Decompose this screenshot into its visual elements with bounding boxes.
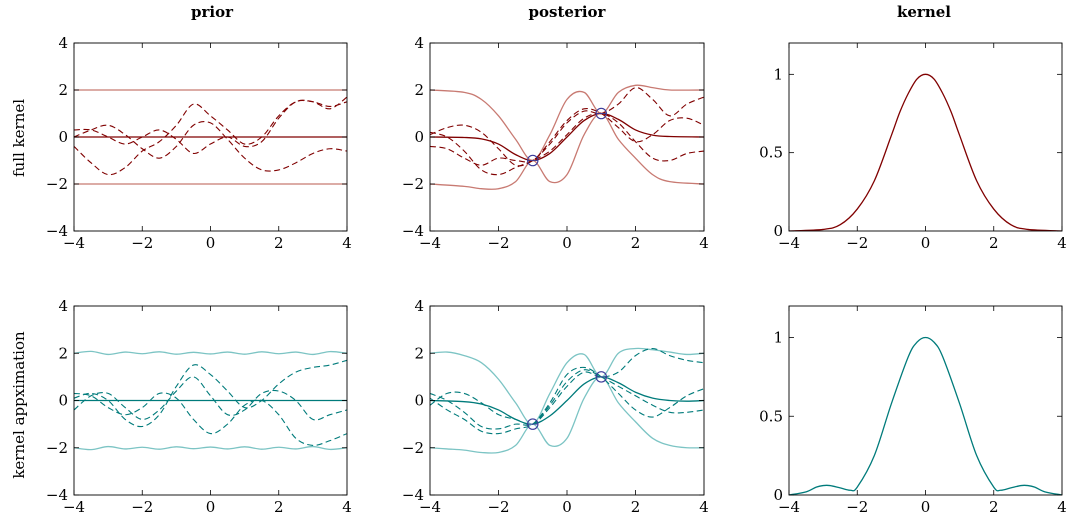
y-tick-label: −2	[46, 439, 68, 457]
axes-frame	[788, 42, 1063, 232]
x-tick-label: 0	[206, 234, 216, 252]
plot-area	[430, 84, 704, 190]
sample-line	[430, 107, 704, 166]
y-tick-label: −4	[46, 222, 68, 240]
panel-approx-prior: −4 −2 0 2 4 −4 −2 0 2 4	[46, 297, 352, 516]
y-tick-label: 1	[773, 65, 783, 83]
x-tick-label: −2	[846, 498, 868, 516]
sample-line	[430, 366, 704, 435]
y-tick-label: 0	[773, 222, 783, 240]
sample-line	[430, 112, 704, 176]
x-tick-label: −4	[778, 234, 800, 252]
x-tick-label: −2	[131, 498, 153, 516]
column-title-kernel: kernel	[897, 3, 951, 21]
y-tick-label: 4	[414, 34, 424, 52]
plot-area	[74, 350, 347, 451]
x-tick-label: 4	[1057, 498, 1067, 516]
y-tick-label: 2	[58, 344, 68, 362]
y-tick-label: 0	[58, 392, 68, 410]
sample-line	[74, 392, 347, 446]
y-tick-label: −4	[46, 486, 68, 504]
plot-area	[789, 336, 1062, 495]
x-tick-label: 2	[631, 234, 641, 252]
x-tick-label: 4	[699, 234, 709, 252]
y-tick-label: 4	[58, 297, 68, 315]
x-tick-label: −2	[487, 234, 509, 252]
y-tick-label: 4	[414, 297, 424, 315]
panel-full-kernel: −4 −2 0 2 4 0 0.5 1	[759, 42, 1067, 252]
y-tick-label: 0	[773, 486, 783, 504]
x-tick-label: 4	[1057, 234, 1067, 252]
sample-line	[74, 359, 347, 428]
y-tick-label: −4	[402, 486, 424, 504]
x-tick-label: −2	[487, 498, 509, 516]
sample-line	[430, 87, 704, 167]
x-tick-label: 4	[699, 498, 709, 516]
y-tick-label: 4	[58, 34, 68, 52]
x-tick-label: −2	[846, 234, 868, 252]
plot-area	[430, 347, 704, 454]
y-tick-label: 2	[414, 344, 424, 362]
x-tick-label: 4	[342, 234, 352, 252]
confidence-band-line	[430, 376, 704, 454]
y-tick-label: 0	[58, 128, 68, 146]
mean-line	[430, 376, 704, 425]
y-tick-label: −2	[46, 175, 68, 193]
mean-line	[430, 112, 704, 162]
y-tick-label: 0	[414, 392, 424, 410]
confidence-band-line	[74, 350, 347, 356]
x-tick-label: −4	[778, 498, 800, 516]
axes-frame	[788, 305, 1063, 496]
x-tick-label: 0	[562, 234, 572, 252]
y-tick-label: −4	[402, 222, 424, 240]
x-tick-label: −4	[419, 234, 441, 252]
x-tick-label: 0	[206, 498, 216, 516]
sample-line	[430, 347, 704, 426]
x-tick-label: 0	[562, 498, 572, 516]
kernel-line	[789, 336, 1062, 495]
y-tick-label: 2	[58, 81, 68, 99]
column-title-posterior: posterior	[529, 3, 607, 21]
y-tick-label: 1	[773, 329, 783, 347]
x-tick-label: 2	[631, 498, 641, 516]
x-tick-label: 2	[274, 234, 284, 252]
confidence-band-line	[430, 112, 704, 190]
x-tick-label: −4	[63, 234, 85, 252]
x-tick-label: 2	[989, 234, 999, 252]
plot-area	[74, 89, 347, 185]
x-tick-label: 0	[921, 234, 931, 252]
confidence-band-line	[430, 347, 704, 425]
x-tick-label: 2	[989, 498, 999, 516]
x-tick-label: −4	[63, 498, 85, 516]
row-label-full-kernel: full kernel	[10, 99, 28, 177]
confidence-band-line	[74, 445, 347, 451]
sample-line	[74, 96, 347, 155]
y-tick-label: −2	[402, 175, 424, 193]
y-tick-label: 0.5	[759, 407, 783, 425]
kernel-line	[789, 73, 1062, 231]
plot-area	[789, 73, 1062, 231]
y-tick-label: 0	[414, 128, 424, 146]
panel-full-prior: −4 −2 0 2 4 −4 −2 0 2 4	[46, 34, 352, 252]
y-tick-label: 0.5	[759, 144, 783, 162]
x-tick-label: −2	[131, 234, 153, 252]
x-tick-label: −4	[419, 498, 441, 516]
confidence-band-line	[430, 84, 704, 162]
column-title-prior: prior	[191, 3, 234, 21]
x-tick-label: 0	[921, 498, 931, 516]
sample-line	[74, 376, 347, 421]
y-tick-label: −2	[402, 439, 424, 457]
row-label-kernel-approximation: kernel appximation	[10, 331, 28, 479]
panel-approx-posterior: −4 −2 0 2 4 −4 −2 0 2 4	[402, 297, 709, 516]
x-tick-label: 4	[342, 498, 352, 516]
panel-full-posterior: −4 −2 0 2 4 −4 −2 0 2 4	[402, 34, 709, 252]
panel-approx-kernel: −4 −2 0 2 4 0 0.5 1	[759, 305, 1067, 516]
sample-line	[74, 121, 347, 172]
x-tick-label: 2	[274, 498, 284, 516]
y-tick-label: 2	[414, 81, 424, 99]
